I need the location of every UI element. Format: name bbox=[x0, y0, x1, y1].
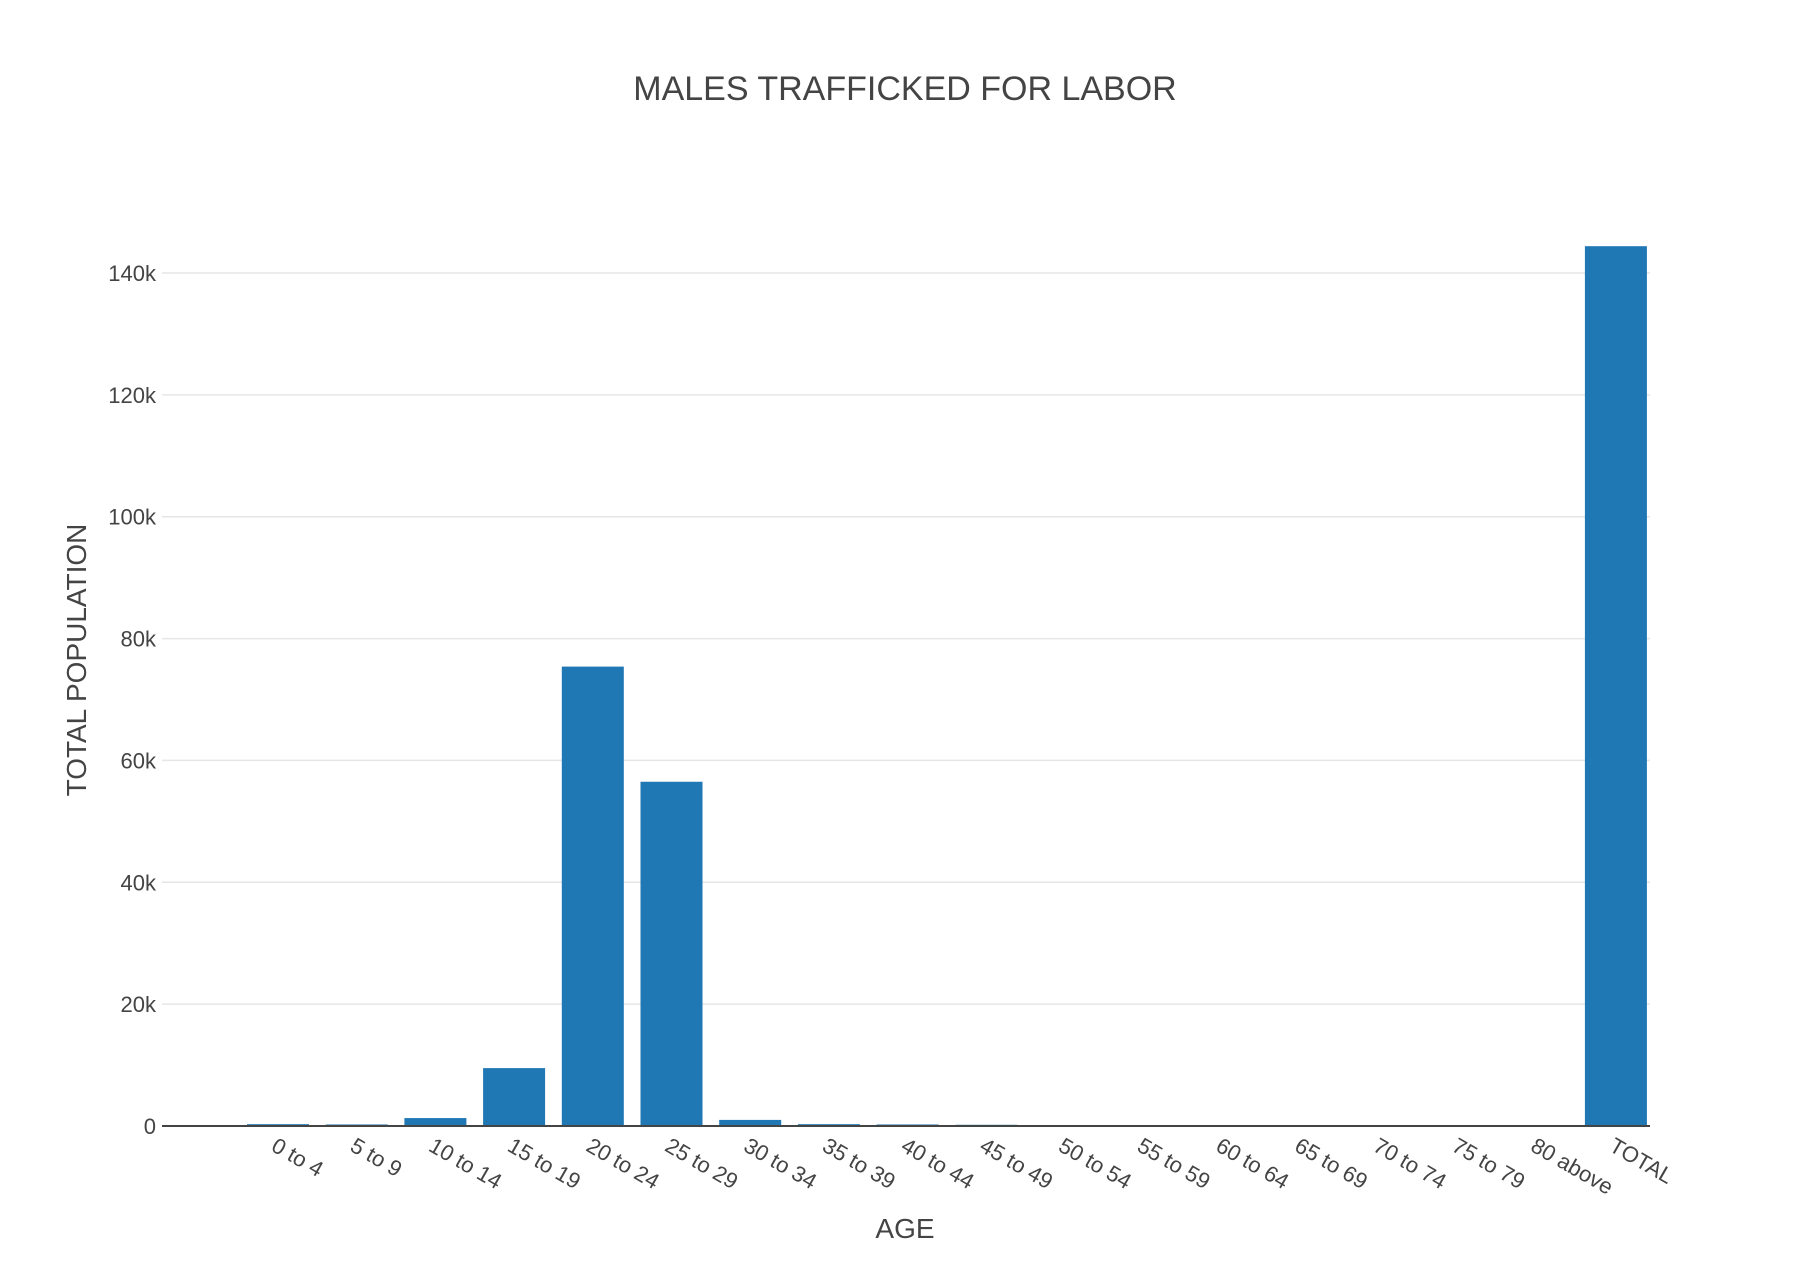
x-tick-label: 35 to 39 bbox=[818, 1133, 899, 1194]
gridlines bbox=[162, 272, 1650, 1005]
y-tick-label: 0 bbox=[144, 1114, 156, 1139]
x-tick-label: 65 to 69 bbox=[1291, 1133, 1372, 1194]
bar bbox=[404, 1118, 467, 1126]
x-tick-label: 30 to 34 bbox=[740, 1133, 821, 1194]
bars bbox=[247, 246, 1647, 1127]
x-tick-label: 25 to 29 bbox=[661, 1133, 742, 1194]
x-tick-label: 15 to 19 bbox=[504, 1133, 585, 1194]
bar bbox=[1584, 246, 1647, 1127]
y-tick-label: 40k bbox=[121, 870, 157, 895]
x-tick-label: 45 to 49 bbox=[976, 1133, 1057, 1194]
x-axis-title: AGE bbox=[875, 1213, 934, 1244]
y-tick-label: 20k bbox=[121, 992, 157, 1017]
y-axis-ticks: 0 20k 40k 60k 80k 100k 120k 140k bbox=[108, 261, 157, 1139]
x-tick-label: 60 to 64 bbox=[1212, 1133, 1293, 1194]
x-tick-label: 10 to 14 bbox=[425, 1133, 506, 1194]
bar bbox=[719, 1119, 782, 1126]
x-tick-label: 20 to 24 bbox=[582, 1133, 663, 1194]
x-tick-label: 5 to 9 bbox=[346, 1133, 406, 1182]
y-tick-label: 60k bbox=[121, 748, 157, 773]
y-tick-label: 120k bbox=[108, 383, 157, 408]
bar bbox=[561, 666, 624, 1126]
bar bbox=[483, 1068, 546, 1126]
bar bbox=[640, 781, 703, 1126]
y-tick-label: 80k bbox=[121, 627, 157, 652]
x-tick-label: 80 above bbox=[1527, 1133, 1618, 1200]
x-tick-label: 50 to 54 bbox=[1055, 1133, 1136, 1194]
x-tick-label: TOTAL bbox=[1605, 1133, 1677, 1189]
y-tick-label: 100k bbox=[108, 505, 157, 530]
y-tick-label: 140k bbox=[108, 261, 157, 286]
x-tick-label: 55 to 59 bbox=[1133, 1133, 1214, 1194]
x-tick-label: 0 to 4 bbox=[268, 1133, 328, 1182]
x-tick-label: 70 to 74 bbox=[1369, 1133, 1450, 1194]
y-axis-title: TOTAL POPULATION bbox=[61, 524, 92, 797]
chart-title: MALES TRAFFICKED FOR LABOR bbox=[633, 70, 1176, 108]
x-tick-label: 40 to 44 bbox=[897, 1133, 978, 1194]
x-tick-label: 75 to 79 bbox=[1448, 1133, 1529, 1194]
